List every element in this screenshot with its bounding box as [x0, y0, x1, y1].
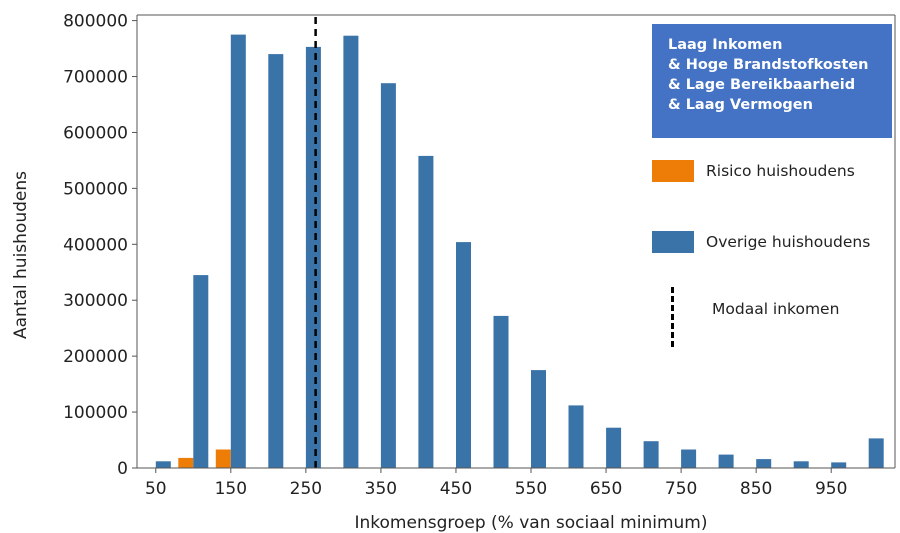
axes-layer: [136, 14, 896, 469]
bar-overige-850: [756, 459, 772, 468]
y-tick-label: 600000: [63, 123, 128, 143]
bar-overige-400: [418, 155, 434, 468]
bar-overige-650: [606, 427, 622, 468]
condition-line-2: & Hoge Brandstofkosten: [668, 57, 869, 73]
x-tick-label: 450: [440, 479, 472, 499]
bar-overige-600: [568, 405, 584, 468]
y-tick-label: 100000: [63, 403, 128, 423]
legend-label-risico: Risico huishoudens: [706, 162, 855, 180]
ticks-layer: 0 100000 200000 300000 400000 500000 600000 700…: [63, 12, 847, 499]
bar-overige-50: [155, 461, 171, 468]
bar-overige-900: [793, 461, 809, 468]
x-axis-label: Inkomensgroep (% van sociaal minimum): [355, 513, 708, 533]
bars-layer: [155, 34, 884, 469]
legend-swatch-overige: [652, 231, 694, 253]
bar-overige-950: [831, 462, 847, 468]
y-tick-label: 300000: [63, 291, 128, 311]
bar-overige-1000: [868, 438, 884, 468]
y-tick-label: 800000: [63, 12, 128, 32]
x-tick-label: 50: [145, 479, 167, 499]
x-tick-label: 750: [665, 479, 697, 499]
bar-risico-100: [178, 457, 194, 468]
x-tick-label: 350: [365, 479, 397, 499]
x-tick-label: 950: [815, 479, 847, 499]
x-tick-label: 250: [290, 479, 322, 499]
legend-swatch-risico: [652, 160, 694, 182]
y-axis-label: Aantal huishoudens: [11, 171, 31, 339]
x-tick-label: 150: [215, 479, 247, 499]
bar-overige-150: [230, 34, 246, 468]
bar-overige-550: [531, 370, 546, 468]
bar-overige-200: [268, 54, 284, 468]
bar-overige-500: [493, 315, 509, 468]
condition-line-1: Laag Inkomen: [668, 37, 783, 53]
condition-legend-box: Laag Inkomen & Hoge Brandstofkosten & La…: [652, 24, 892, 138]
legend-label-overige: Overige huishoudens: [706, 233, 871, 251]
x-tick-label: 850: [740, 479, 772, 499]
bar-overige-700: [643, 441, 659, 468]
condition-line-4: & Laag Vermogen: [668, 97, 813, 113]
condition-line-3: & Lage Bereikbaarheid: [668, 77, 856, 93]
legend-label-modaal: Modaal inkomen: [712, 300, 840, 318]
y-tick-label: 200000: [63, 347, 128, 367]
legend-dashed-line-icon: [671, 287, 674, 347]
bar-overige-100: [193, 275, 209, 468]
y-tick-label: 400000: [63, 235, 128, 255]
legend-item-risico: Risico huishoudens: [652, 160, 855, 182]
y-tick-label: 0: [117, 459, 128, 479]
bar-overige-350: [380, 83, 396, 468]
x-tick-label: 650: [590, 479, 622, 499]
bar-overige-750: [681, 449, 697, 468]
bar-risico-150: [215, 449, 231, 468]
y-tick-label: 700000: [63, 68, 128, 88]
x-tick-label: 550: [515, 479, 547, 499]
y-tick-label: 500000: [63, 179, 128, 199]
bar-overige-800: [718, 454, 734, 468]
bar-overige-250: [305, 46, 321, 469]
bar-overige-450: [456, 242, 471, 468]
bar-overige-300: [343, 35, 359, 468]
legend-item-overige: Overige huishoudens: [652, 231, 870, 253]
